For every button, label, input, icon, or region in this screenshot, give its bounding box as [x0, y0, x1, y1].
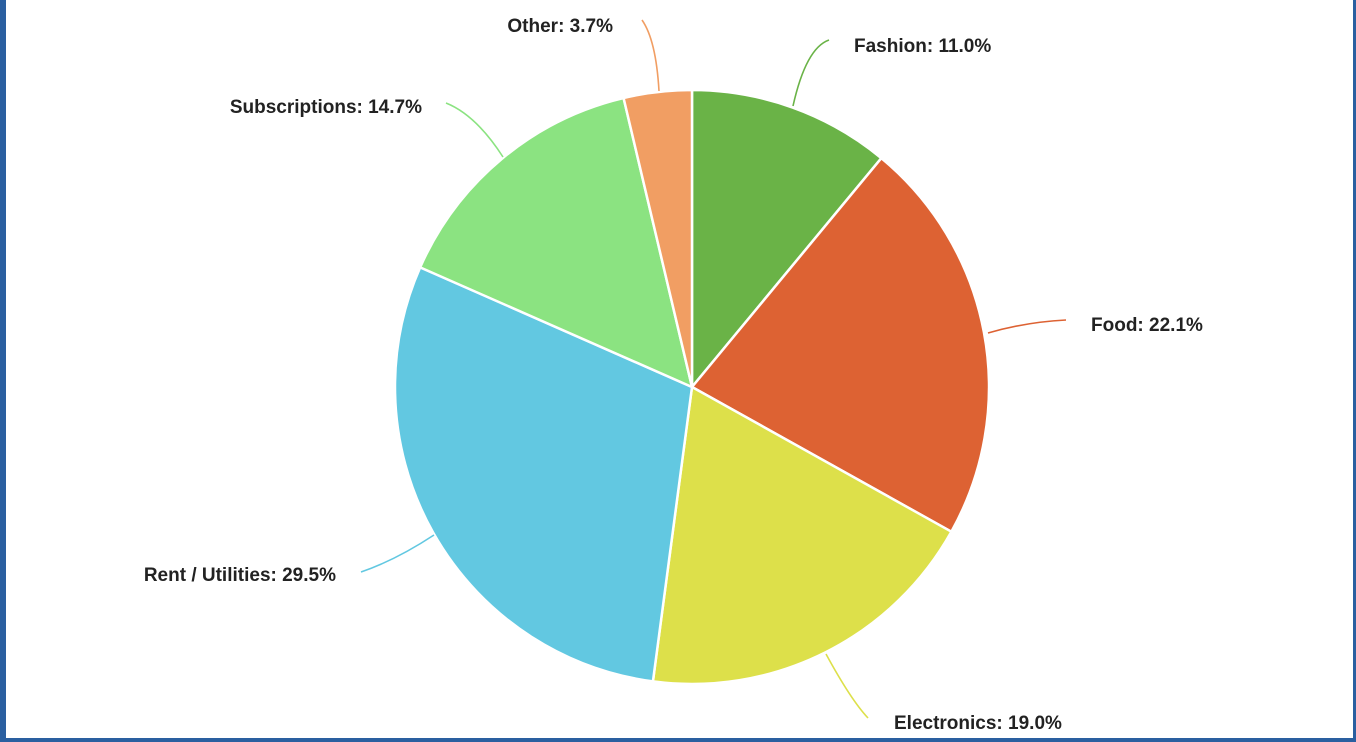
slice-label-rent-utilities: Rent / Utilities: 29.5%: [144, 565, 336, 586]
slice-electronics: [651, 385, 954, 686]
slice-label-subscriptions: Subscriptions: 14.7%: [230, 97, 422, 118]
slice-label-food: Food: 22.1%: [1091, 315, 1203, 336]
slice-label-electronics: Electronics: 19.0%: [894, 713, 1062, 734]
slice-other: [622, 88, 694, 388]
leader-line-subscriptions: [445, 102, 504, 158]
labels-layer: Fashion: 11.0% Food: 22.1% Electronics: 19…: [144, 16, 1203, 734]
pie-chart: Fashion: 11.0% Food: 22.1% Electronics: 19…: [144, 16, 1203, 734]
leader-line-fashion: [792, 39, 830, 107]
slice-food: [690, 156, 991, 534]
leader-lines-layer: [360, 19, 1067, 719]
leader-line-electronics: [825, 653, 869, 719]
slice-label-fashion: Fashion: 11.0%: [854, 36, 991, 57]
leader-line-food: [987, 319, 1067, 334]
slice-subscriptions: [418, 96, 694, 390]
slice-rent-utilities: [393, 265, 694, 683]
leader-line-rent-utilities: [360, 534, 435, 573]
slice-label-other: Other: 3.7%: [507, 16, 613, 37]
slice-fashion: [690, 88, 884, 391]
slices-layer: [393, 88, 991, 686]
leader-line-other: [641, 19, 660, 92]
